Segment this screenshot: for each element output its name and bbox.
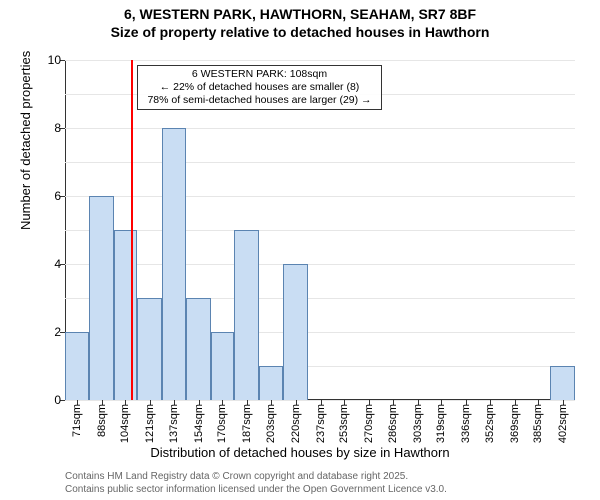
title-line2: Size of property relative to detached ho… (0, 24, 600, 42)
x-tick-label: 170sqm (216, 404, 228, 443)
histogram-bar (89, 196, 114, 400)
x-tick-label: 369sqm (509, 404, 521, 443)
gridline-minor (65, 230, 575, 231)
plot-area: 024681071sqm88sqm104sqm121sqm137sqm154sq… (65, 60, 575, 400)
annotation-box: 6 WESTERN PARK: 108sqm← 22% of detached … (137, 65, 382, 110)
gridline (65, 196, 575, 197)
x-tick-label: 253sqm (338, 404, 350, 443)
y-tick-label: 10 (48, 53, 61, 67)
chart-title: 6, WESTERN PARK, HAWTHORN, SEAHAM, SR7 8… (0, 0, 600, 41)
x-tick-label: 385sqm (532, 404, 544, 443)
x-tick-label: 137sqm (168, 404, 180, 443)
marker-line (131, 60, 133, 400)
x-tick-label: 220sqm (290, 404, 302, 443)
histogram-bar (186, 298, 211, 400)
x-tick-label: 104sqm (119, 404, 131, 443)
annotation-line2: ← 22% of detached houses are smaller (8) (142, 81, 377, 94)
histogram-bar (114, 230, 138, 400)
histogram-bar (211, 332, 235, 400)
x-tick-label: 402sqm (557, 404, 569, 443)
chart-container: 6, WESTERN PARK, HAWTHORN, SEAHAM, SR7 8… (0, 0, 600, 500)
y-tick-label: 0 (54, 393, 61, 407)
histogram-bar (65, 332, 89, 400)
x-tick-label: 286sqm (387, 404, 399, 443)
gridline (65, 264, 575, 265)
gridline (65, 60, 575, 61)
x-tick-label: 203sqm (265, 404, 277, 443)
title-line1: 6, WESTERN PARK, HAWTHORN, SEAHAM, SR7 8… (0, 6, 600, 24)
x-tick-label: 303sqm (412, 404, 424, 443)
y-tick-label: 6 (54, 189, 61, 203)
histogram-bar (283, 264, 308, 400)
gridline-minor (65, 162, 575, 163)
x-tick-label: 154sqm (193, 404, 205, 443)
x-tick-label: 270sqm (363, 404, 375, 443)
y-tick-label: 4 (54, 257, 61, 271)
x-tick-label: 88sqm (96, 404, 108, 437)
y-tick-label: 2 (54, 325, 61, 339)
histogram-bar (162, 128, 186, 400)
x-axis-label: Distribution of detached houses by size … (0, 445, 600, 460)
x-tick-label: 352sqm (484, 404, 496, 443)
x-tick-label: 71sqm (71, 404, 83, 437)
x-tick-label: 237sqm (315, 404, 327, 443)
histogram-bar (259, 366, 283, 400)
footer: Contains HM Land Registry data © Crown c… (65, 471, 447, 496)
annotation-line1: 6 WESTERN PARK: 108sqm (142, 68, 377, 81)
footer-line1: Contains HM Land Registry data © Crown c… (65, 471, 447, 484)
x-tick-label: 336sqm (460, 404, 472, 443)
footer-line2: Contains public sector information licen… (65, 484, 447, 497)
x-tick-label: 319sqm (435, 404, 447, 443)
histogram-bar (234, 230, 259, 400)
gridline (65, 128, 575, 129)
y-tick-label: 8 (54, 121, 61, 135)
histogram-bar (137, 298, 162, 400)
y-axis-label: Number of detached properties (18, 51, 33, 230)
x-tick-label: 121sqm (144, 404, 156, 443)
annotation-line3: 78% of semi-detached houses are larger (… (142, 94, 377, 107)
x-tick-label: 187sqm (241, 404, 253, 443)
histogram-bar (550, 366, 575, 400)
